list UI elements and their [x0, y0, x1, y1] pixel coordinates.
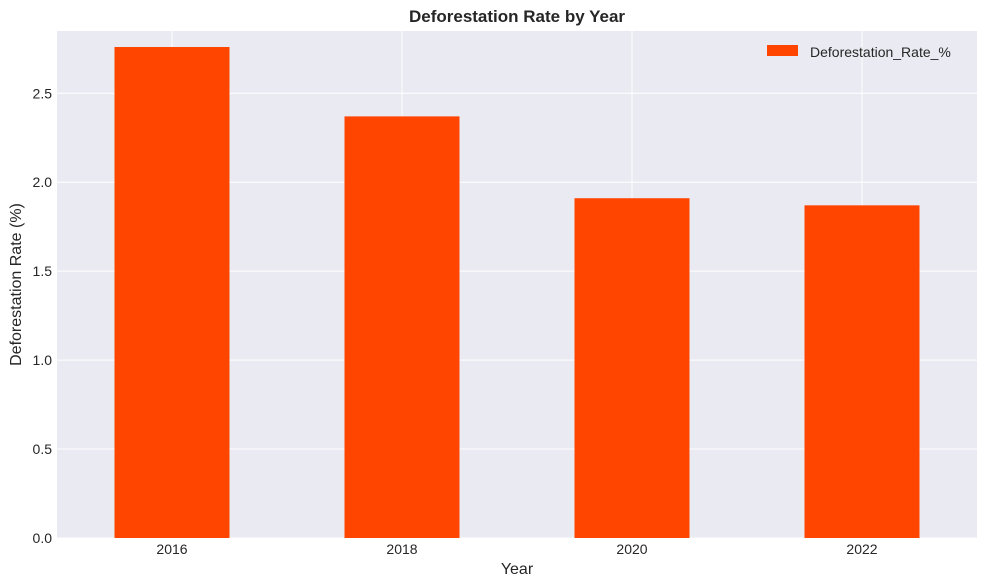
- y-tick-label: 2.5: [33, 85, 53, 101]
- bar-2022: [804, 205, 920, 538]
- y-tick-labels: 0.0 0.5 1.0 1.5 2.0 2.5: [33, 85, 53, 546]
- chart-title: Deforestation Rate by Year: [409, 7, 625, 26]
- bars: [114, 47, 920, 539]
- x-tick-label: 2020: [616, 541, 647, 557]
- legend-swatch: [767, 45, 798, 56]
- x-tick-label: 2016: [156, 541, 187, 557]
- x-tick-label: 2018: [386, 541, 417, 557]
- bar-2016: [114, 47, 230, 538]
- bar-2020: [574, 198, 690, 538]
- y-axis-label: Deforestation Rate (%): [8, 203, 25, 366]
- legend-label: Deforestation_Rate_%: [810, 44, 951, 60]
- x-axis-label: Year: [501, 561, 534, 578]
- y-tick-label: 0.5: [33, 441, 53, 457]
- x-tick-labels: 2016 2018 2020 2022: [156, 541, 877, 557]
- legend: Deforestation_Rate_%: [767, 44, 951, 60]
- y-tick-label: 1.5: [33, 263, 53, 279]
- bar-2018: [344, 116, 460, 539]
- y-tick-label: 0.0: [33, 530, 53, 546]
- x-tick-label: 2022: [846, 541, 877, 557]
- y-tick-label: 2.0: [33, 174, 53, 190]
- y-tick-label: 1.0: [33, 352, 53, 368]
